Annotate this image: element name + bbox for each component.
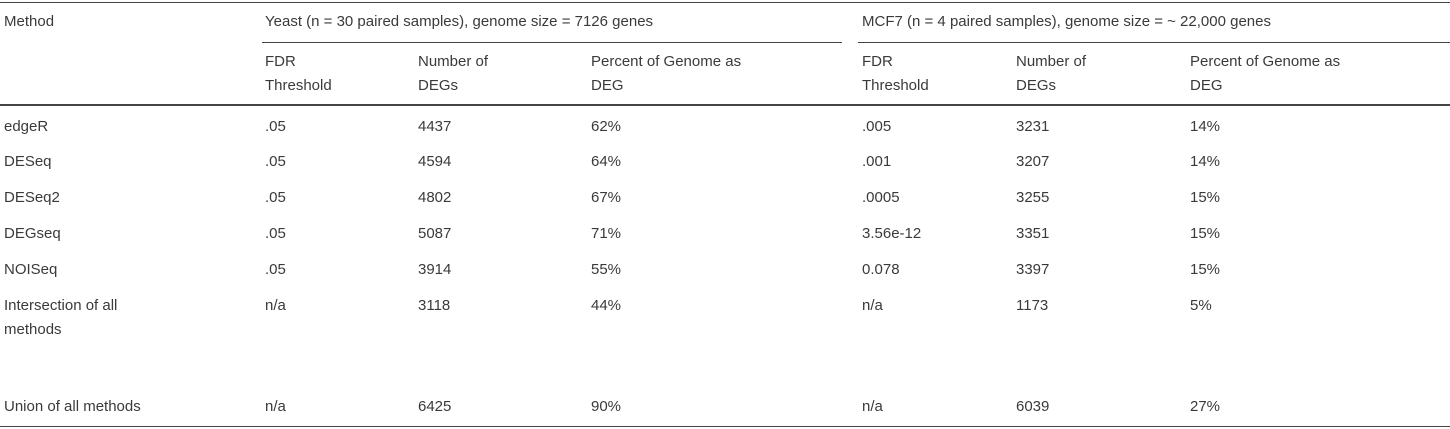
table-cell: 15% [1190, 261, 1221, 278]
table-cell: 27% [1190, 398, 1221, 415]
table-cell: 6425 [418, 398, 452, 415]
table-cell: 90% [591, 398, 622, 415]
table-cell: .05 [265, 225, 286, 242]
group-header: MCF7 (n = 4 paired samples), genome size… [862, 13, 1271, 30]
table-cell: n/a [862, 297, 883, 314]
row-label: Intersection of all methods [4, 297, 118, 338]
row-label: DESeq2 [4, 189, 60, 206]
subcolumn-header: Threshold [862, 77, 929, 94]
table-cell: 3207 [1016, 153, 1050, 170]
table-cell: n/a [265, 297, 286, 314]
table-cell: 3914 [418, 261, 452, 278]
table-cell: 3351 [1016, 225, 1050, 242]
subcolumn-header: DEG [1190, 77, 1223, 94]
subcolumn-header: Number of [418, 53, 489, 70]
subcolumn-header: DEG [591, 77, 624, 94]
table-cell: 3.56e-12 [862, 225, 922, 242]
table-cell: 4802 [418, 189, 452, 206]
table-cell: n/a [265, 398, 286, 415]
table-cell: 0.078 [862, 261, 900, 278]
table-cell: .05 [265, 118, 286, 135]
table-cell: 44% [591, 297, 622, 314]
table-cell: .001 [862, 153, 892, 170]
table-cell: 5087 [418, 225, 452, 242]
table-cell: 3255 [1016, 189, 1050, 206]
method-header: Method [4, 13, 55, 30]
table-cell: 15% [1190, 189, 1221, 206]
subcolumn-header: Number of [1016, 53, 1087, 70]
table-cell: 6039 [1016, 398, 1050, 415]
table-cell: n/a [862, 398, 883, 415]
table-cell: 64% [591, 153, 622, 170]
table-cell: 55% [591, 261, 622, 278]
table-cell: 71% [591, 225, 622, 242]
table-cell: 14% [1190, 118, 1221, 135]
table-cell: 4437 [418, 118, 452, 135]
group-rule [858, 42, 1450, 43]
table-cell: 62% [591, 118, 622, 135]
table-cell: 15% [1190, 225, 1221, 242]
row-label: edgeR [4, 118, 49, 135]
table-cell: .05 [265, 153, 286, 170]
table-cell: 3397 [1016, 261, 1050, 278]
table-cell: 3231 [1016, 118, 1050, 135]
header-rule [0, 104, 1450, 106]
bottom-rule [0, 426, 1450, 427]
subcolumn-header: DEGs [1016, 77, 1057, 94]
table-cell: 1173 [1016, 297, 1049, 314]
subcolumn-header: Percent of Genome as [591, 53, 742, 70]
subcolumn-header: DEGs [418, 77, 459, 94]
table-cell: 14% [1190, 153, 1221, 170]
table-cell: 3118 [418, 297, 451, 314]
table-cell: .005 [862, 118, 892, 135]
table-cell: 5% [1190, 297, 1212, 314]
group-rule [262, 42, 842, 43]
row-label: DEGseq [4, 225, 61, 242]
table-cell: 67% [591, 189, 622, 206]
subcolumn-header: FDR [862, 53, 893, 70]
group-header: Yeast (n = 30 paired samples), genome si… [265, 13, 654, 30]
subcolumn-header: FDR [265, 53, 296, 70]
row-label: NOISeq [4, 261, 58, 278]
row-label: Union of all methods [4, 398, 141, 415]
table-cell: .05 [265, 189, 286, 206]
subcolumn-header: Threshold [265, 77, 332, 94]
table-cell: 4594 [418, 153, 452, 170]
table-cell: .05 [265, 261, 286, 278]
subcolumn-header: Percent of Genome as [1190, 53, 1341, 70]
top-rule [0, 2, 1450, 3]
table-cell: .0005 [862, 189, 900, 206]
row-label: DESeq [4, 153, 52, 170]
